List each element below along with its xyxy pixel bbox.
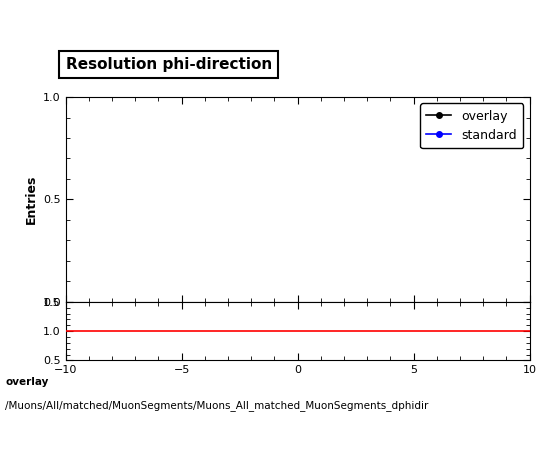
Text: Resolution phi-direction: Resolution phi-direction: [66, 57, 272, 72]
Y-axis label: Entries: Entries: [25, 175, 38, 224]
Text: /Muons/All/matched/MuonSegments/Muons_All_matched_MuonSegments_dphidir: /Muons/All/matched/MuonSegments/Muons_Al…: [5, 400, 429, 411]
Legend: overlay, standard: overlay, standard: [420, 103, 524, 148]
Text: overlay: overlay: [5, 377, 49, 387]
